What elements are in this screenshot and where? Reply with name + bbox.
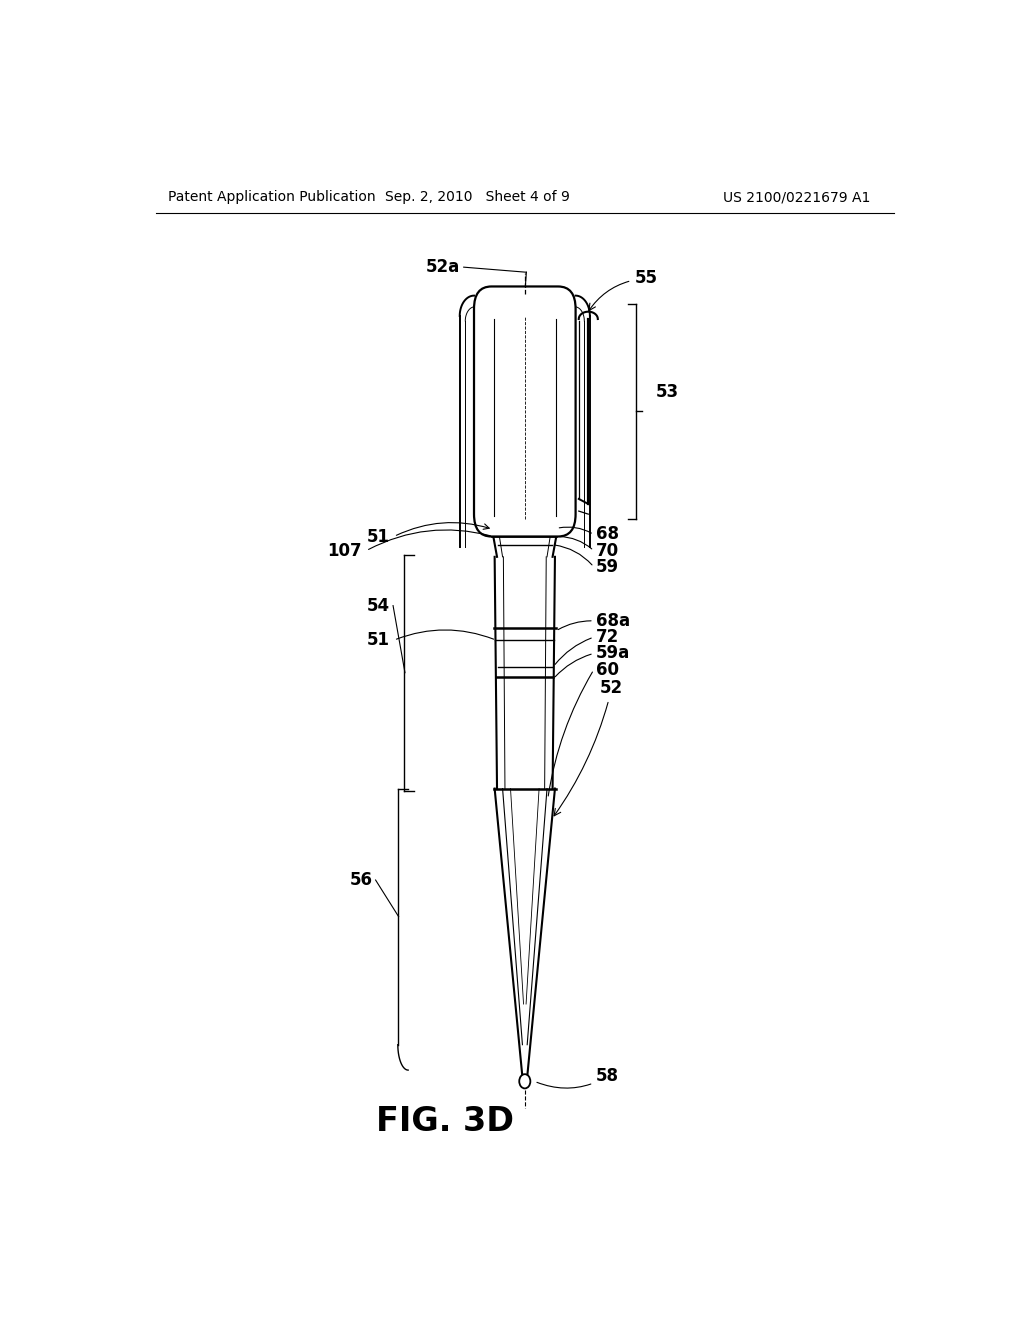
Text: 56: 56 xyxy=(349,871,373,890)
Text: 52: 52 xyxy=(554,678,624,816)
Text: 59a: 59a xyxy=(596,644,631,663)
FancyBboxPatch shape xyxy=(474,286,575,536)
Text: 60: 60 xyxy=(596,660,620,678)
Text: 53: 53 xyxy=(655,383,679,401)
Text: 59: 59 xyxy=(596,558,620,576)
Text: 68a: 68a xyxy=(596,612,631,630)
Text: 72: 72 xyxy=(596,628,620,645)
Text: FIG. 3D: FIG. 3D xyxy=(377,1105,514,1138)
Text: 68: 68 xyxy=(596,525,620,544)
Circle shape xyxy=(519,1074,530,1089)
Text: 107: 107 xyxy=(328,541,362,560)
Text: Patent Application Publication: Patent Application Publication xyxy=(168,190,376,205)
Text: Sep. 2, 2010   Sheet 4 of 9: Sep. 2, 2010 Sheet 4 of 9 xyxy=(385,190,569,205)
Text: US 2100/0221679 A1: US 2100/0221679 A1 xyxy=(723,190,870,205)
Text: 58: 58 xyxy=(537,1067,620,1088)
Text: 52a: 52a xyxy=(426,259,460,276)
Text: 51: 51 xyxy=(367,528,390,545)
Text: 55: 55 xyxy=(589,269,657,310)
Text: 70: 70 xyxy=(596,541,620,560)
Text: 54: 54 xyxy=(367,597,390,615)
Text: 51: 51 xyxy=(367,631,390,649)
